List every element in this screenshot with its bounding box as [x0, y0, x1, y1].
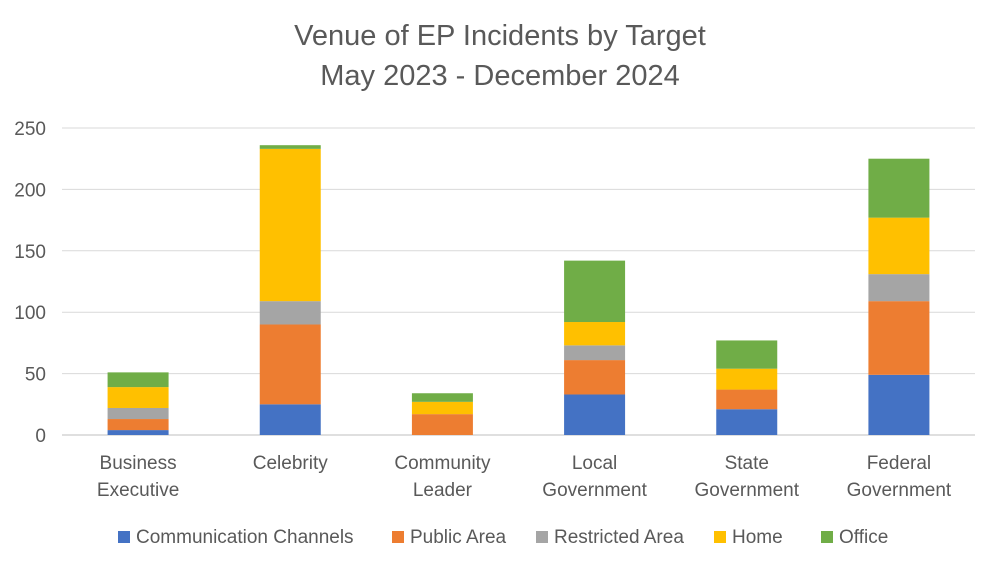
legend-swatch	[536, 531, 548, 543]
bar-segment	[107, 419, 169, 431]
bar-segment	[716, 340, 778, 369]
bar-segment	[868, 301, 930, 375]
chart-title: Venue of EP Incidents by Target	[294, 20, 706, 52]
bar-segment	[564, 260, 626, 323]
bar-segment	[107, 387, 169, 408]
bar-segment	[259, 324, 321, 405]
bar-segment	[868, 374, 930, 435]
legend-label: Restricted Area	[554, 527, 684, 548]
x-tick-label: Executive	[97, 480, 179, 501]
bar-segment	[868, 217, 930, 275]
chart-subtitle: May 2023 - December 2024	[320, 60, 680, 92]
bar-segment	[107, 430, 169, 435]
x-tick-label: Leader	[413, 480, 473, 501]
bar-segment	[107, 407, 169, 420]
y-tick-label: 0	[35, 426, 46, 447]
x-tick-label: Community	[394, 453, 491, 474]
legend-label: Home	[732, 527, 783, 548]
bar-segment	[716, 368, 778, 390]
legend-label: Communication Channels	[136, 527, 354, 548]
x-tick-label: Business	[100, 453, 177, 474]
x-tick-label: Government	[847, 480, 952, 501]
bar-segment	[564, 345, 626, 361]
x-tick-label: Local	[572, 453, 617, 474]
y-tick-label: 100	[14, 303, 46, 324]
y-tick-label: 50	[25, 365, 46, 386]
bar-segment	[564, 394, 626, 435]
bar-segment	[411, 414, 473, 435]
bar-segment	[259, 404, 321, 435]
legend-label: Office	[839, 527, 888, 548]
x-tick-label: Federal	[867, 453, 931, 474]
bar-segment	[716, 389, 778, 410]
x-tick-label: State	[725, 453, 769, 474]
x-tick-label: Celebrity	[253, 453, 328, 474]
y-tick-label: 200	[14, 180, 46, 201]
bar-segment	[259, 301, 321, 325]
bar-segment	[411, 393, 473, 402]
legend-swatch	[714, 531, 726, 543]
legend-swatch	[118, 531, 130, 543]
bar-segment	[564, 360, 626, 395]
bar-segment	[411, 401, 473, 415]
bar-segment	[564, 322, 626, 346]
bar-segment	[107, 372, 169, 388]
bar-segment	[259, 148, 321, 302]
legend-swatch	[392, 531, 404, 543]
x-tick-label: Government	[542, 480, 647, 501]
x-tick-label: Government	[694, 480, 799, 501]
y-tick-label: 250	[14, 119, 46, 140]
legend-label: Public Area	[410, 527, 507, 548]
bar-segment	[716, 409, 778, 435]
y-tick-label: 150	[14, 242, 46, 263]
bar-segment	[868, 274, 930, 302]
legend-swatch	[821, 531, 833, 543]
bar-segment	[259, 145, 321, 149]
bar-segment	[868, 158, 930, 218]
